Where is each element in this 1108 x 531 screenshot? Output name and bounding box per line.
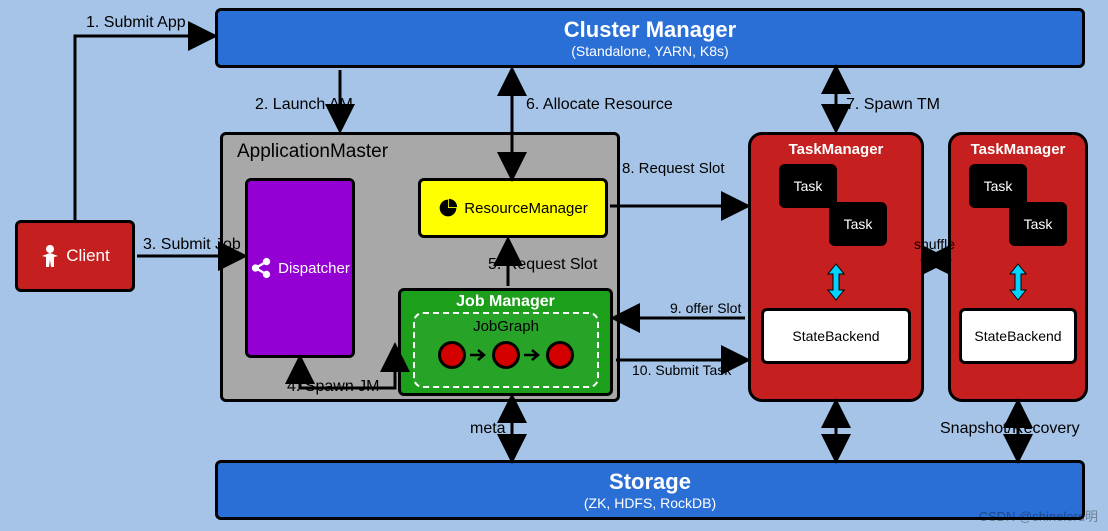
pie-icon	[438, 198, 458, 218]
tm1-title: TaskManager	[789, 141, 884, 158]
edge-label: 1. Submit App	[86, 14, 186, 32]
cluster-manager-subtitle: (Standalone, YARN, K8s)	[571, 43, 728, 59]
dispatcher-box: Dispatcher	[245, 178, 355, 358]
state-backend-box: StateBackend	[761, 308, 911, 364]
edge-label: 3. Submit Job	[143, 236, 241, 254]
resource-manager-title: ResourceManager	[464, 200, 587, 217]
jobgraph-title: JobGraph	[415, 318, 597, 335]
edge-label: 5. Request Slot	[488, 256, 597, 274]
edge-label: meta	[470, 420, 506, 438]
task-box: Task	[779, 164, 837, 208]
jobgraph-node	[438, 341, 466, 369]
dispatcher-title: Dispatcher	[278, 260, 350, 277]
task-manager-2-box: TaskManager Task Task StateBackend	[948, 132, 1088, 402]
resource-manager-box: ResourceManager	[418, 178, 608, 238]
double-arrow-icon	[1008, 262, 1028, 302]
person-icon	[40, 244, 60, 268]
jobgraph-node	[492, 341, 520, 369]
storage-box: Storage (ZK, HDFS, RockDB)	[215, 460, 1085, 520]
arrow-icon	[470, 349, 488, 361]
edge-label: 10. Submit Task	[632, 362, 731, 378]
client-box: Client	[15, 220, 135, 292]
cluster-manager-box: Cluster Manager (Standalone, YARN, K8s)	[215, 8, 1085, 68]
edge-label: shuffle	[914, 236, 955, 252]
edge-label: 2. Launch AM	[255, 96, 353, 114]
task-manager-1-box: TaskManager Task Task StateBackend	[748, 132, 924, 402]
client-title: Client	[66, 246, 109, 266]
cluster-manager-title: Cluster Manager	[564, 17, 736, 43]
edge-label: 4. Spawn JM	[287, 378, 379, 396]
job-manager-title: Job Manager	[456, 293, 555, 311]
double-arrow-icon	[826, 262, 846, 302]
edge-label: Snapshot/Recovery	[940, 420, 1080, 438]
edge-label: 9. offer Slot	[670, 300, 741, 316]
app-master-title: ApplicationMaster	[237, 141, 388, 163]
watermark: CSDN @shinelord明	[979, 506, 1098, 525]
share-icon	[250, 257, 272, 279]
arrow-icon	[524, 349, 542, 361]
jobgraph-box: JobGraph	[413, 312, 599, 388]
tm2-title: TaskManager	[971, 141, 1066, 158]
state-backend-box: StateBackend	[959, 308, 1077, 364]
edge-label: 8. Request Slot	[622, 160, 725, 177]
task-box: Task	[1009, 202, 1067, 246]
edge-label: 6. Allocate Resource	[526, 96, 673, 114]
storage-title: Storage	[609, 469, 691, 495]
storage-subtitle: (ZK, HDFS, RockDB)	[584, 495, 716, 511]
jobgraph-node	[546, 341, 574, 369]
task-box: Task	[829, 202, 887, 246]
edge-label: 7. Spawn TM	[846, 96, 940, 114]
